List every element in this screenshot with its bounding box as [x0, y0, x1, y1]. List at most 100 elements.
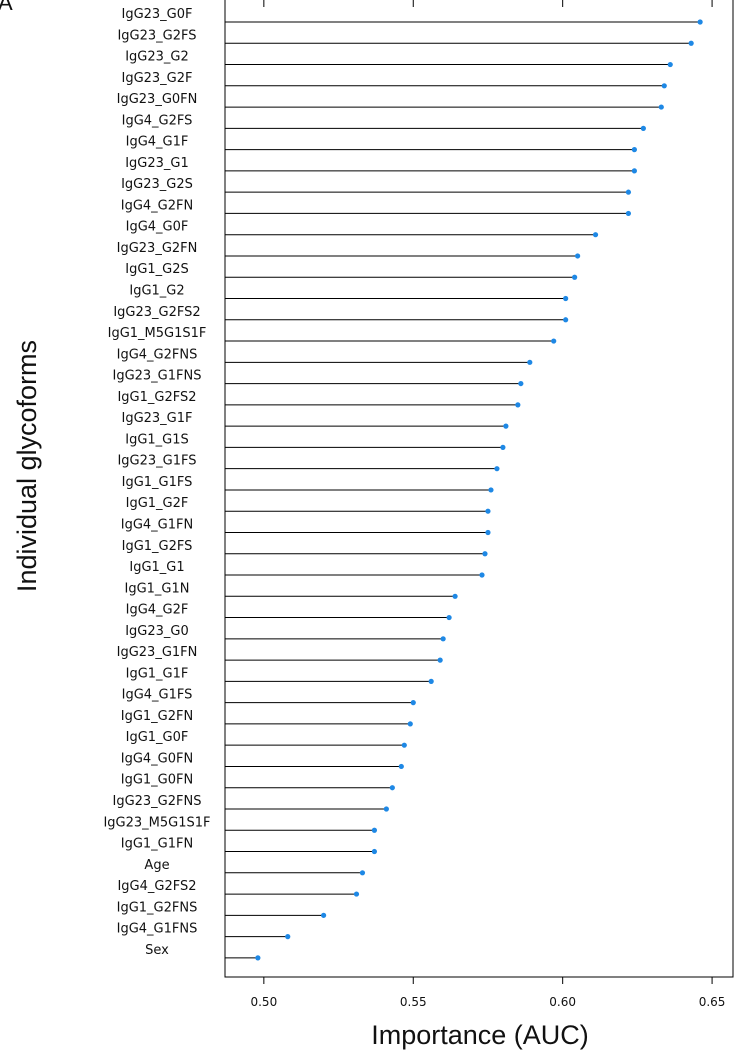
category-label: IgG4_G1FNS — [117, 922, 198, 937]
x-axis-title: Importance (AUC) — [371, 1020, 589, 1050]
lollipop-point — [383, 806, 389, 812]
category-label: IgG23_G0F — [121, 7, 192, 22]
category-label: IgG23_G2FS — [117, 28, 196, 43]
lollipop-point — [625, 189, 632, 195]
plot-marks: IgG23_G0F IgG23_G2FS IgG23_G2 IgG23_G2F IgG2… — [103, 7, 703, 961]
lollipop-point — [640, 125, 646, 131]
lollipop-point — [371, 848, 378, 855]
category-label: IgG1_G1FS — [122, 475, 193, 490]
lollipop-point — [697, 19, 703, 25]
category-label: IgG4_G2FS — [122, 113, 193, 128]
category-label: Age — [144, 858, 169, 873]
lollipop-point — [321, 912, 327, 918]
lollipop-point — [551, 338, 557, 344]
lollipop-point — [631, 168, 637, 174]
y-axis-title: Individual glycoforms — [12, 340, 42, 592]
lollipop-point — [446, 614, 452, 621]
category-label: IgG1_G1FN — [121, 837, 193, 852]
lollipop-point — [592, 232, 599, 238]
category-label: IgG4_G1F — [126, 135, 189, 150]
lollipop-point — [428, 678, 434, 684]
category-label: IgG1_G0FN — [121, 773, 193, 788]
category-label: IgG4_G2FN — [121, 198, 193, 213]
lollipop-point — [631, 147, 637, 153]
lollipop-point — [255, 955, 261, 961]
category-label: IgG4_G0F — [126, 220, 189, 235]
lollipop-point — [688, 40, 694, 46]
lollipop-point — [401, 742, 407, 748]
category-label: IgG23_G2 — [125, 50, 189, 65]
lollipop-point — [353, 891, 360, 897]
category-label: IgG23_G0FN — [117, 92, 198, 107]
lollipop-point — [407, 721, 413, 727]
category-label: IgG4_G1FS — [122, 688, 193, 703]
x-tick-label: 0.60 — [549, 995, 576, 1009]
plot-border — [224, 0, 734, 978]
category-label: IgG1_G2FS — [122, 539, 193, 554]
category-label: Sex — [145, 943, 169, 958]
x-axis-ticks: 0.50 0.55 0.60 0.65 — [250, 0, 725, 1009]
category-label: IgG23_G1FS — [117, 454, 196, 469]
category-label: IgG1_G2FNS — [117, 900, 198, 915]
lollipop-point — [479, 572, 485, 578]
category-label: IgG1_G2FN — [121, 709, 193, 724]
category-label: IgG4_G2FS2 — [117, 879, 196, 894]
category-label: IgG1_G1S — [125, 432, 189, 447]
category-label: IgG1_G1F — [126, 666, 189, 681]
category-label: IgG4_G1FN — [121, 517, 193, 532]
category-label: IgG1_M5G1S1F — [108, 326, 207, 341]
lollipop-point — [661, 83, 667, 89]
category-label: IgG23_G2FS2 — [113, 305, 200, 320]
x-tick-label: 0.65 — [699, 995, 726, 1009]
lollipop-point — [285, 934, 291, 940]
category-label: IgG23_G2F — [121, 71, 192, 86]
lollipop-point — [658, 104, 664, 110]
category-label: IgG23_G2FNS — [112, 794, 201, 809]
lollipop-point — [527, 359, 533, 365]
category-label: IgG4_G0FN — [121, 751, 193, 766]
plot-frame — [224, 0, 734, 978]
category-label: IgG1_G1 — [129, 560, 184, 575]
lollipop-point — [485, 529, 491, 536]
lollipop-point — [488, 487, 494, 493]
lollipop-point — [503, 423, 509, 429]
lollipop-point — [482, 551, 488, 557]
category-label: IgG1_G0F — [126, 730, 189, 745]
category-label: IgG1_G1N — [125, 581, 190, 596]
category-label: IgG4_G2FNS — [117, 347, 198, 362]
category-label: IgG1_G2 — [129, 284, 184, 299]
lollipop-point — [452, 593, 458, 599]
lollipop-point — [563, 295, 569, 302]
lollipop-point — [371, 827, 378, 833]
category-label: IgG23_G2S — [121, 177, 193, 192]
category-label: IgG23_G2FN — [117, 241, 198, 256]
lollipop-point — [437, 657, 443, 663]
category-label: IgG23_G1F — [121, 411, 192, 426]
category-label: IgG23_G1FN — [117, 645, 198, 660]
lollipop-point — [389, 785, 395, 791]
lollipop-point — [359, 870, 366, 876]
lollipop-point — [572, 274, 578, 280]
lollipop-point — [625, 210, 632, 217]
category-label: IgG4_G2F — [126, 603, 189, 618]
category-label: IgG23_G1FNS — [112, 369, 201, 384]
lollipop-point — [494, 466, 500, 472]
lollipop-point — [500, 444, 506, 450]
x-tick-label: 0.50 — [250, 995, 277, 1009]
lollipop-point — [563, 317, 569, 323]
category-label: IgG23_G1 — [125, 156, 189, 171]
lollipop-point — [667, 61, 673, 68]
category-label: IgG1_G2F — [126, 496, 189, 511]
lollipop-point — [575, 253, 581, 259]
category-label: IgG23_G0 — [125, 624, 189, 639]
category-label: IgG23_M5G1S1F — [103, 815, 210, 830]
lollipop-point — [515, 402, 521, 408]
category-label: IgG1_G2S — [125, 262, 189, 277]
lollipop-point — [518, 380, 524, 387]
lollipop-point — [398, 763, 404, 770]
x-tick-label: 0.55 — [400, 995, 427, 1009]
panel-label: A — [0, 0, 13, 15]
lollipop-point — [440, 636, 446, 642]
category-label: IgG1_G2FS2 — [117, 390, 196, 405]
